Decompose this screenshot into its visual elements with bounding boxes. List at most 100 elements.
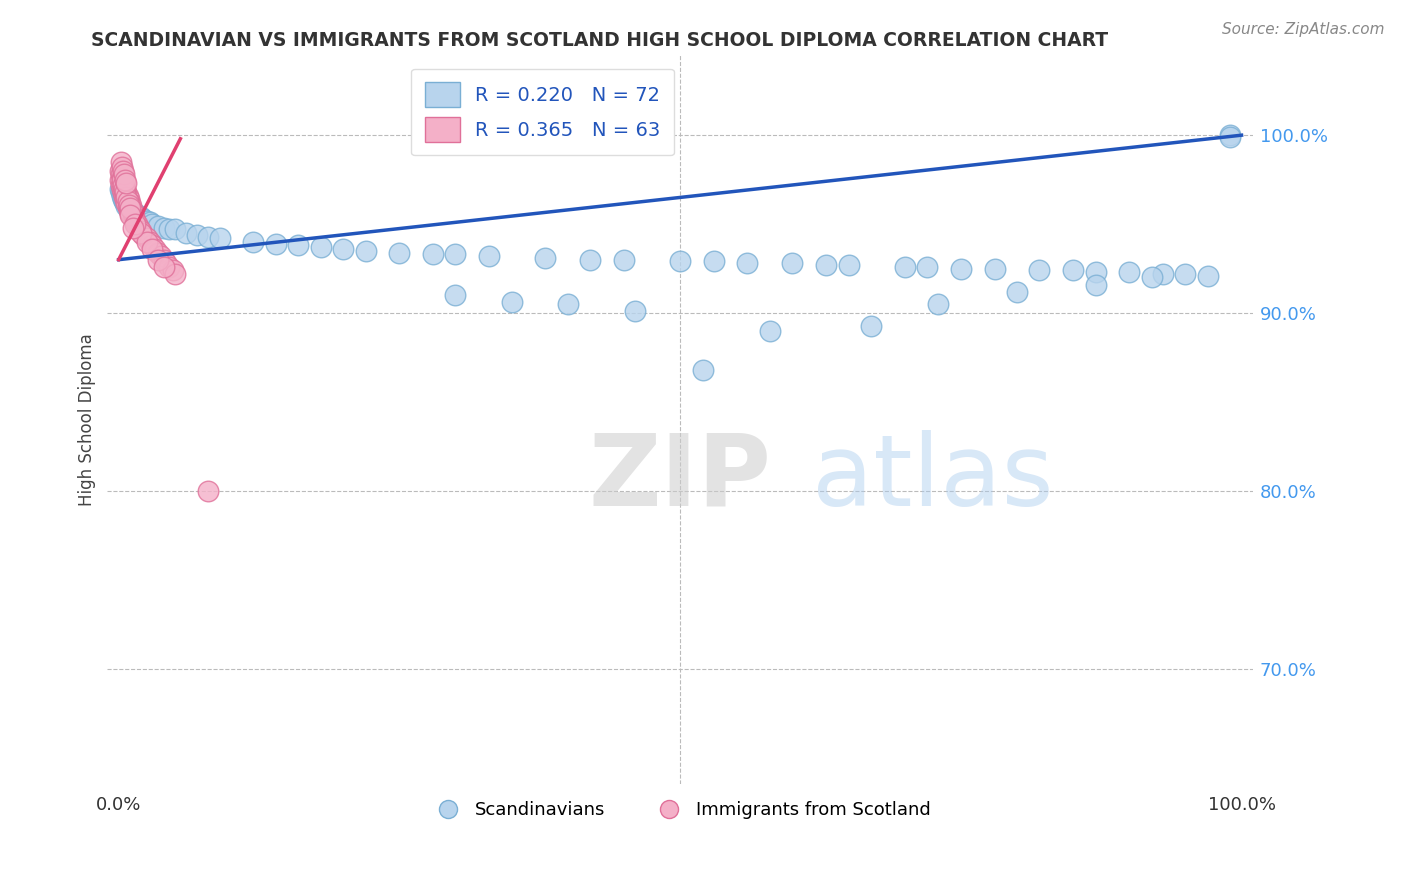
Point: [163, 267, 186, 281]
Point: [118, 208, 141, 222]
Legend: Scandinavians, Immigrants from Scotland: Scandinavians, Immigrants from Scotland: [423, 794, 938, 827]
Point: [118, 201, 141, 215]
Point: [388, 245, 411, 260]
Point: [135, 231, 157, 245]
Point: [174, 226, 197, 240]
Point: [157, 260, 180, 274]
Point: [110, 185, 132, 199]
Point: [197, 483, 219, 498]
Point: [118, 202, 141, 217]
Point: [111, 172, 134, 186]
Point: [1005, 285, 1028, 299]
Point: [129, 224, 152, 238]
Point: [1084, 265, 1107, 279]
Point: [118, 202, 141, 217]
Point: [444, 288, 467, 302]
Text: SCANDINAVIAN VS IMMIGRANTS FROM SCOTLAND HIGH SCHOOL DIPLOMA CORRELATION CHART: SCANDINAVIAN VS IMMIGRANTS FROM SCOTLAND…: [91, 31, 1108, 50]
Point: [122, 220, 145, 235]
Point: [112, 185, 135, 199]
Point: [141, 217, 163, 231]
Point: [110, 154, 132, 169]
Point: [112, 163, 135, 178]
Point: [112, 178, 135, 192]
Point: [1084, 277, 1107, 292]
Point: [893, 260, 915, 274]
Point: [139, 215, 162, 229]
Point: [1174, 267, 1197, 281]
Point: [117, 199, 139, 213]
Point: [108, 172, 131, 186]
Point: [759, 324, 782, 338]
Point: [782, 256, 804, 270]
Point: [287, 238, 309, 252]
Point: [118, 206, 141, 220]
Point: [557, 297, 579, 311]
Point: [737, 256, 759, 270]
Point: [534, 251, 557, 265]
Point: [112, 181, 135, 195]
Point: [1152, 267, 1174, 281]
Point: [146, 252, 169, 267]
Point: [242, 235, 264, 249]
Point: [624, 304, 647, 318]
Point: [915, 260, 938, 274]
Point: [163, 222, 186, 236]
Point: [121, 204, 143, 219]
Point: [111, 181, 134, 195]
Point: [112, 188, 135, 202]
Point: [111, 188, 134, 202]
Point: [111, 170, 134, 185]
Point: [309, 240, 332, 254]
Point: [121, 202, 143, 217]
Point: [114, 192, 136, 206]
Point: [124, 206, 146, 220]
Point: [1140, 270, 1163, 285]
Point: [152, 260, 174, 274]
Point: [162, 263, 184, 277]
Point: [114, 185, 136, 199]
Y-axis label: High School Diploma: High School Diploma: [79, 334, 96, 506]
Point: [1219, 130, 1241, 145]
Point: [152, 252, 174, 267]
Point: [150, 249, 173, 263]
Point: [115, 185, 138, 199]
Point: [108, 163, 131, 178]
Point: [264, 236, 287, 251]
Point: [143, 242, 166, 256]
Point: [838, 258, 860, 272]
Point: [354, 244, 377, 258]
Text: ZIP: ZIP: [589, 430, 772, 526]
Point: [669, 254, 692, 268]
Point: [152, 220, 174, 235]
Point: [114, 172, 136, 186]
Point: [114, 181, 136, 195]
Point: [125, 217, 148, 231]
Point: [112, 174, 135, 188]
Point: [129, 226, 152, 240]
Point: [579, 252, 602, 267]
Point: [118, 202, 141, 217]
Point: [927, 297, 949, 311]
Point: [501, 295, 523, 310]
Point: [613, 252, 636, 267]
Point: [135, 235, 157, 249]
Point: [122, 206, 145, 220]
Point: [110, 167, 132, 181]
Point: [132, 227, 155, 242]
Point: [1028, 263, 1050, 277]
Point: [117, 188, 139, 202]
Point: [186, 227, 208, 242]
Point: [1197, 268, 1219, 283]
Point: [112, 167, 135, 181]
Point: [332, 242, 354, 256]
Point: [444, 247, 467, 261]
Point: [124, 217, 146, 231]
Point: [132, 211, 155, 226]
Point: [139, 235, 162, 249]
Point: [118, 192, 141, 206]
Point: [125, 208, 148, 222]
Point: [815, 258, 838, 272]
Point: [124, 210, 146, 224]
Point: [478, 249, 501, 263]
Point: [112, 178, 135, 192]
